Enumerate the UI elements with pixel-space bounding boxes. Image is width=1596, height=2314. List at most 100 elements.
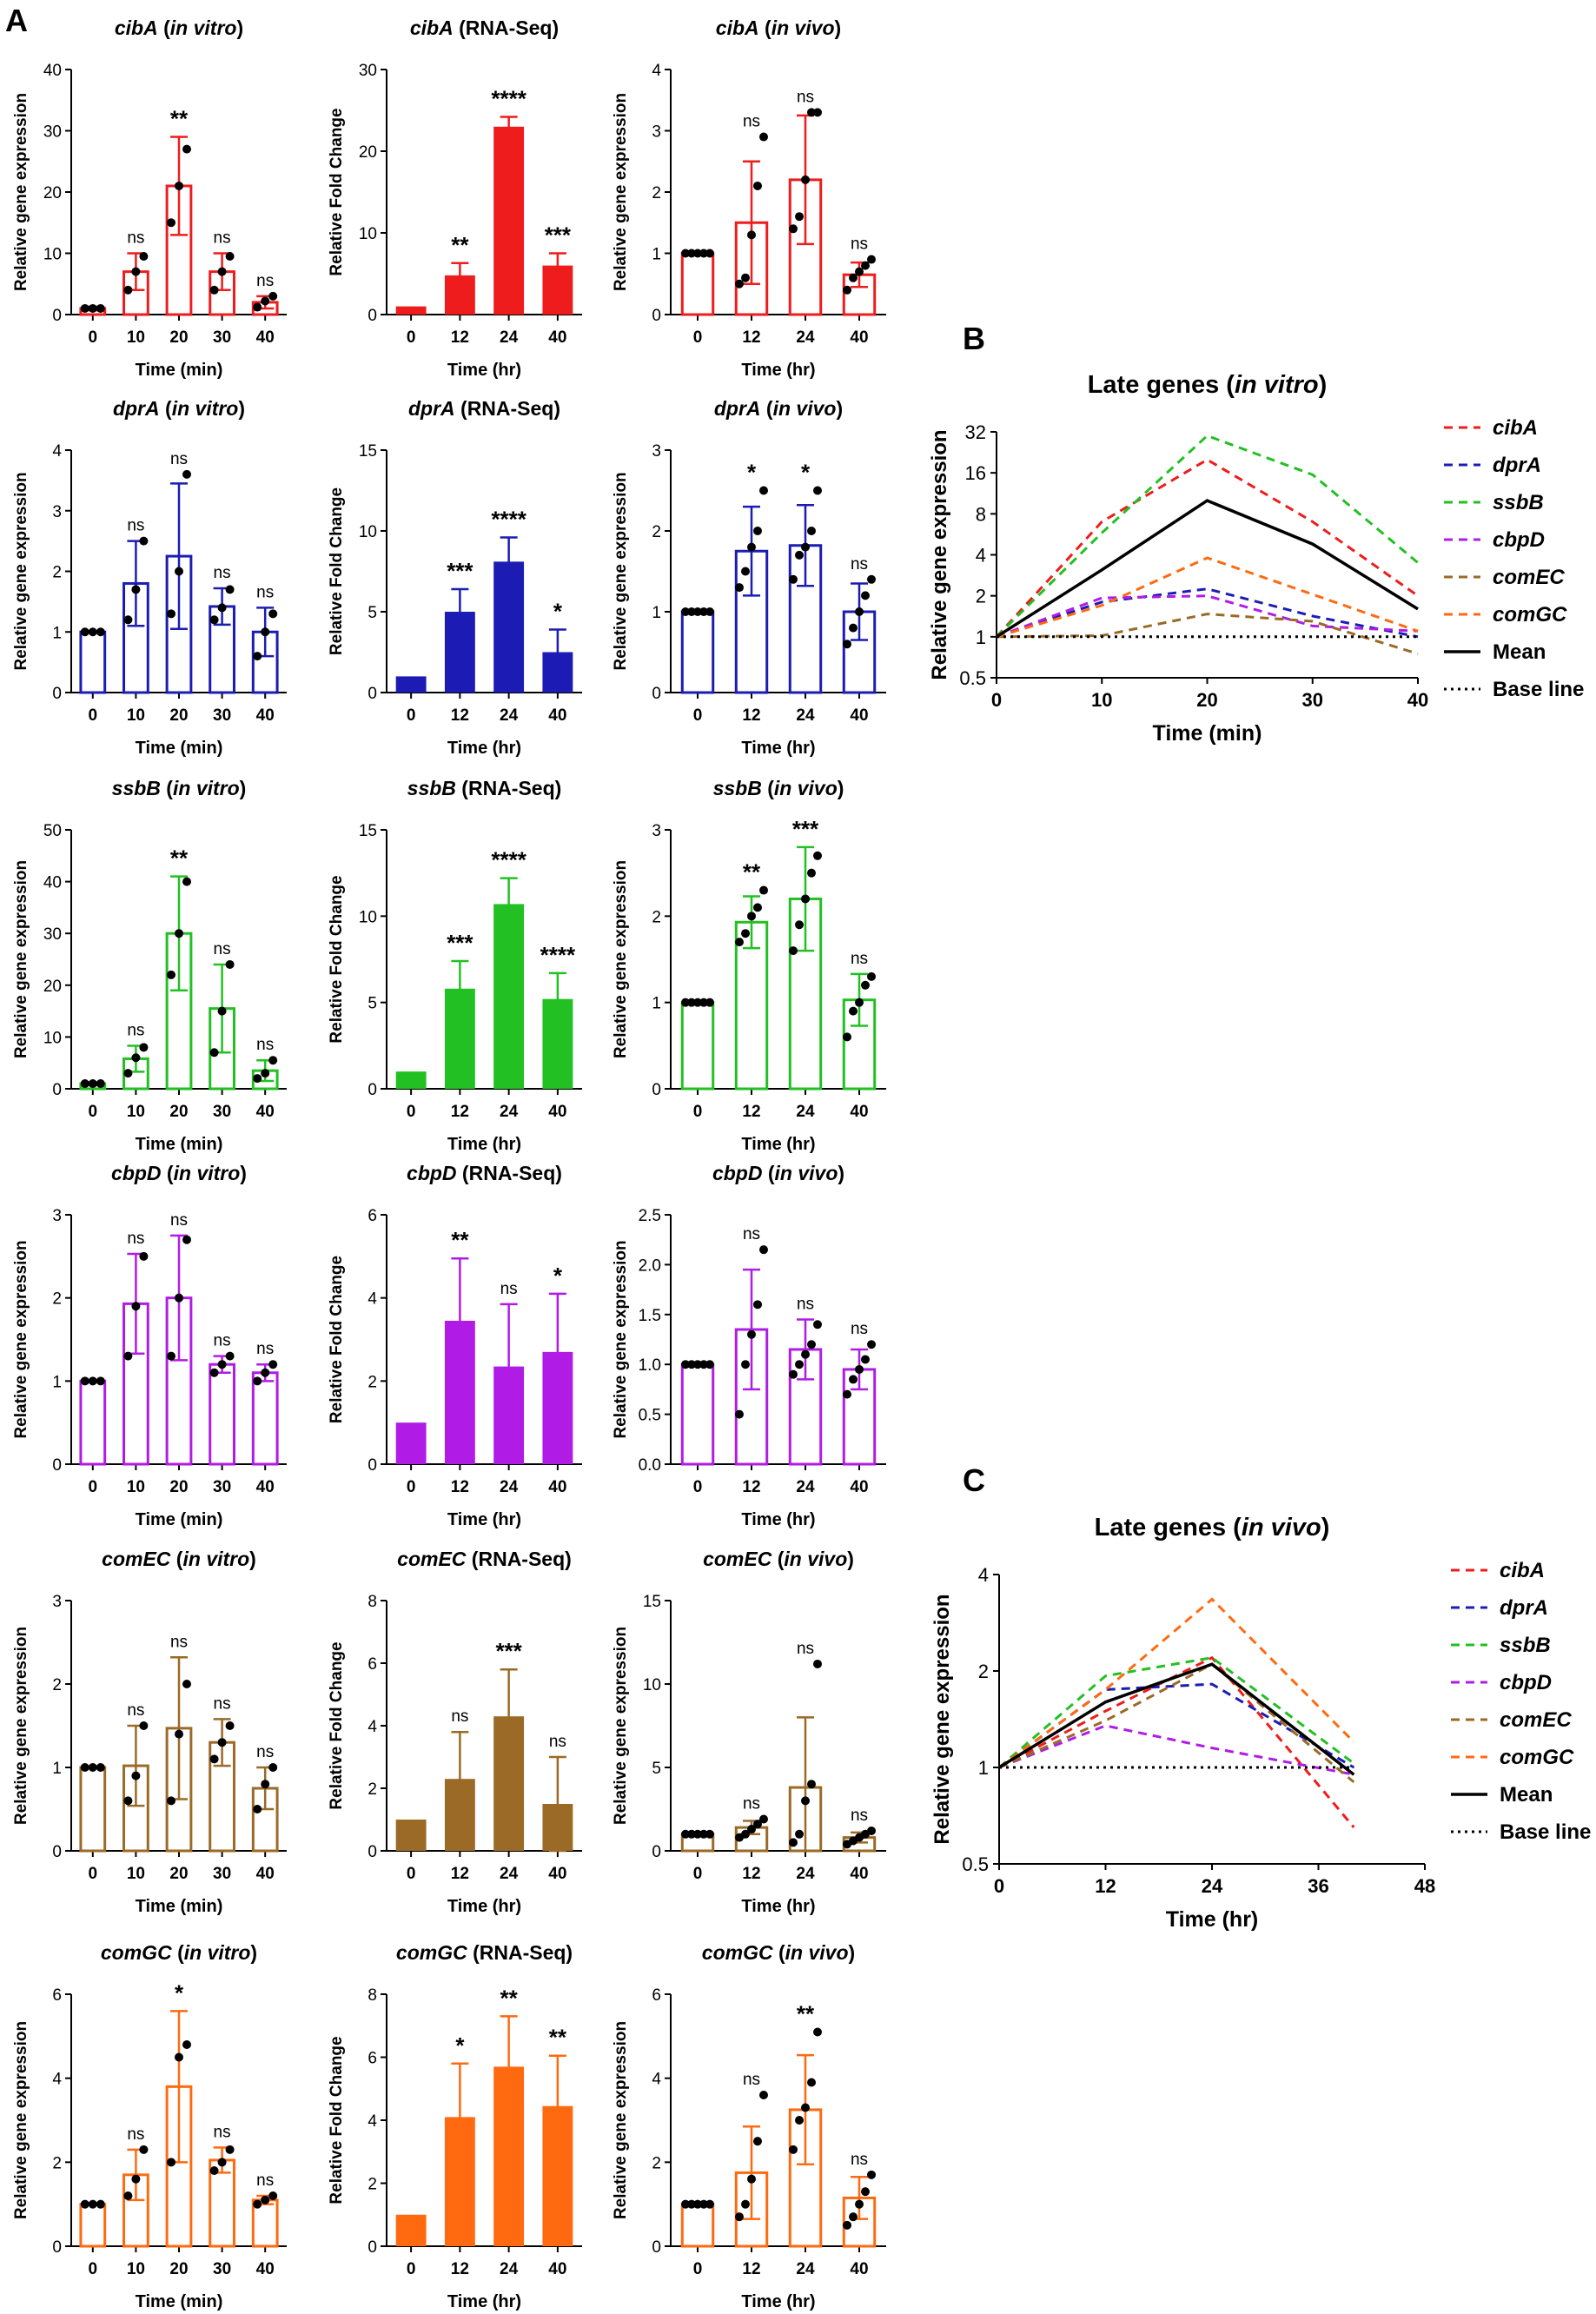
series-line-cbpd bbox=[996, 594, 1419, 639]
x-tick-label: 0 bbox=[991, 689, 1002, 711]
title-gene: cbpD bbox=[111, 1162, 162, 1184]
significance-label: ns bbox=[127, 2125, 144, 2144]
significance-label: *** bbox=[447, 930, 474, 956]
y-tick-label: 30 bbox=[359, 62, 377, 80]
significance-label: ns bbox=[851, 1807, 868, 1825]
data-point bbox=[693, 249, 702, 258]
chart-title: Late genes (in vivo) bbox=[1095, 1514, 1330, 1542]
data-point bbox=[807, 1780, 816, 1789]
x-tick-label: 30 bbox=[213, 328, 231, 347]
data-point bbox=[217, 2158, 227, 2167]
data-point bbox=[789, 2145, 798, 2154]
data-point bbox=[693, 2199, 702, 2209]
y-tick-label: 1 bbox=[978, 1757, 989, 1779]
title-gene: comEC bbox=[703, 1548, 772, 1570]
y-axis-label: Relative gene expression bbox=[12, 1627, 30, 1825]
x-tick-label: 24 bbox=[500, 2260, 519, 2278]
x-tick-label: 10 bbox=[1091, 689, 1112, 711]
y-tick-label: 50 bbox=[43, 822, 62, 840]
significance-label: ns bbox=[851, 235, 868, 254]
data-point bbox=[705, 1829, 714, 1839]
bar bbox=[680, 1363, 715, 1466]
data-point bbox=[88, 627, 97, 637]
series-line-comec bbox=[996, 613, 1419, 655]
x-axis-label: Time (min) bbox=[1153, 721, 1262, 746]
y-tick-label: 1 bbox=[52, 1373, 62, 1391]
data-point bbox=[699, 2199, 708, 2209]
y-tick-label: 20 bbox=[43, 978, 62, 996]
x-tick-label: 12 bbox=[451, 706, 469, 725]
data-point bbox=[167, 1351, 175, 1361]
data-point bbox=[795, 550, 804, 560]
data-point bbox=[88, 1079, 97, 1089]
data-point bbox=[693, 1360, 702, 1369]
series-line-comgc bbox=[996, 556, 1419, 639]
data-point bbox=[789, 574, 798, 584]
series-line-dpra bbox=[998, 1682, 1355, 1769]
data-point bbox=[861, 1355, 870, 1364]
significance-label: ** bbox=[743, 859, 761, 885]
data-point bbox=[139, 252, 149, 262]
x-axis-label: Time (min) bbox=[136, 361, 223, 380]
data-point bbox=[759, 486, 768, 495]
y-tick-label: 0 bbox=[368, 1843, 377, 1861]
x-axis-label: Time (hr) bbox=[741, 1510, 815, 1529]
x-tick-label: 12 bbox=[451, 328, 469, 347]
significance-label: ns bbox=[170, 1633, 188, 1651]
x-tick-label: 12 bbox=[451, 1865, 469, 1883]
y-axis-label: Relative Fold Change bbox=[328, 1256, 346, 1423]
data-point bbox=[741, 567, 750, 576]
significance-label: ns bbox=[549, 1733, 566, 1751]
data-point bbox=[261, 1069, 270, 1078]
x-tick-label: 40 bbox=[850, 1865, 868, 1883]
data-point bbox=[167, 970, 175, 979]
significance-label: ** bbox=[451, 1227, 469, 1253]
title-suffix: ) bbox=[1319, 371, 1328, 399]
data-point bbox=[759, 885, 768, 895]
data-point bbox=[131, 585, 141, 594]
x-tick-label: 40 bbox=[548, 328, 566, 347]
x-axis-label: Time (hr) bbox=[1166, 1907, 1259, 1932]
data-point bbox=[681, 249, 690, 258]
data-point bbox=[253, 302, 262, 312]
y-tick-label: 0.0 bbox=[639, 1456, 661, 1475]
x-tick-label: 20 bbox=[169, 1103, 188, 1121]
y-tick-label: 3 bbox=[652, 123, 661, 142]
y-tick-label: 5 bbox=[368, 604, 377, 622]
data-point bbox=[855, 607, 864, 616]
y-tick-label: 2.0 bbox=[639, 1256, 661, 1275]
title-italic: in vitro bbox=[1235, 371, 1319, 399]
x-tick-label: 20 bbox=[169, 1865, 188, 1883]
significance-label: ns bbox=[743, 1225, 760, 1243]
data-point bbox=[268, 609, 278, 619]
title-paren-close: ) bbox=[238, 397, 245, 420]
title-gene: comEC bbox=[397, 1548, 467, 1570]
data-point bbox=[96, 1079, 105, 1089]
data-point bbox=[209, 285, 219, 295]
significance-label: ns bbox=[256, 2171, 274, 2190]
data-point bbox=[225, 1721, 235, 1730]
data-point bbox=[741, 1829, 750, 1839]
chart-title: ssbB (in vitro) bbox=[112, 777, 247, 799]
data-point bbox=[182, 469, 191, 479]
y-tick-label: 3 bbox=[652, 442, 661, 461]
y-tick-label: 1 bbox=[52, 624, 62, 642]
y-tick-label: 4 bbox=[368, 2112, 377, 2131]
bar bbox=[680, 2203, 715, 2248]
data-point bbox=[80, 303, 89, 313]
title-suffix: in vivo bbox=[773, 397, 837, 420]
x-tick-label: 12 bbox=[742, 706, 760, 725]
x-tick-label: 30 bbox=[213, 1103, 231, 1121]
x-tick-label: 30 bbox=[213, 706, 231, 725]
data-point bbox=[687, 998, 696, 1007]
y-tick-label: 0 bbox=[368, 307, 377, 325]
x-tick-label: 24 bbox=[1202, 1875, 1223, 1897]
data-point bbox=[217, 1006, 227, 1016]
data-point bbox=[807, 527, 816, 535]
significance-label: ns bbox=[127, 1022, 144, 1040]
bar bbox=[395, 676, 427, 693]
data-point bbox=[175, 2052, 183, 2062]
significance-label: ns bbox=[743, 113, 760, 131]
